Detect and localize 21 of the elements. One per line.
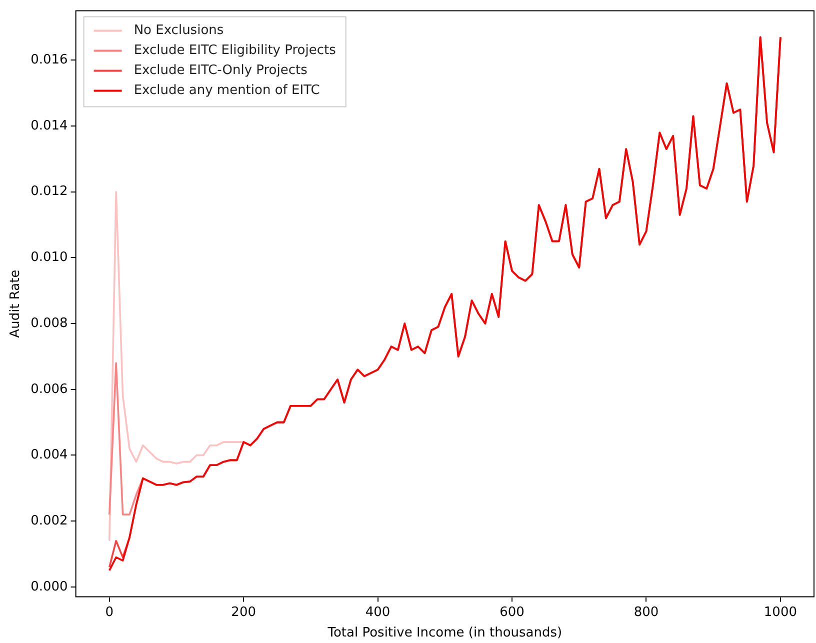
y-tick-label: 0.004 (30, 448, 68, 463)
x-tick-label: 0 (105, 604, 114, 620)
y-tick-label: 0.000 (30, 579, 68, 594)
x-tick-label: 1000 (764, 604, 797, 620)
y-tick-label: 0.014 (30, 118, 68, 134)
legend-label: No Exclusions (134, 23, 224, 38)
y-tick-label: 0.006 (30, 382, 68, 397)
x-tick-label: 400 (365, 604, 390, 620)
x-tick-label: 800 (634, 604, 659, 620)
x-tick-label: 200 (231, 604, 256, 620)
legend-label: Exclude any mention of EITC (134, 83, 320, 98)
y-tick-label: 0.002 (30, 513, 68, 528)
y-tick-label: 0.012 (30, 184, 68, 200)
legend-label: Exclude EITC-Only Projects (134, 63, 308, 78)
y-tick-label: 0.008 (30, 316, 68, 331)
legend-label: Exclude EITC Eligibility Projects (134, 43, 336, 58)
x-tick-label: 600 (500, 604, 524, 620)
y-axis-title: Audit Rate (8, 270, 24, 338)
y-tick-label: 0.010 (30, 250, 68, 266)
y-tick-label: 0.016 (30, 52, 68, 68)
x-axis-title: Total Positive Income (in thousands) (326, 626, 562, 641)
